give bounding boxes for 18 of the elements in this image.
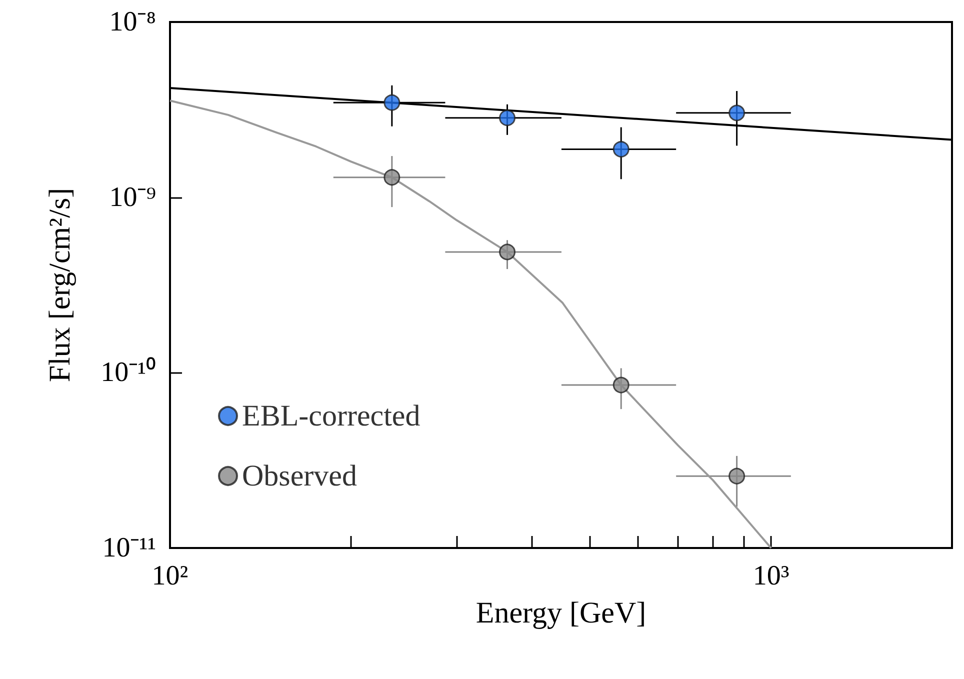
point	[728, 468, 746, 484]
legend-label: Observed	[242, 460, 357, 492]
point	[612, 141, 630, 158]
point	[499, 110, 516, 126]
y-tick-label: 10⁻¹¹	[102, 532, 156, 564]
point	[384, 169, 400, 186]
point	[612, 376, 630, 394]
x-tick-label: 10²	[152, 560, 188, 592]
y-tick-label: 10⁻¹⁰	[100, 357, 156, 388]
point	[728, 104, 746, 122]
legend-label: EBL-corrected	[242, 400, 420, 432]
y-tick-label: 10⁻⁹	[109, 182, 156, 213]
x-tick-label: 10³	[752, 560, 790, 592]
y-tick-label: 10⁻⁸	[109, 6, 156, 38]
point	[499, 244, 516, 260]
point	[384, 94, 400, 111]
x-axis-title: Energy [GeV]	[476, 596, 646, 630]
y-axis-title: Flux [erg/cm²/s]	[44, 188, 76, 382]
